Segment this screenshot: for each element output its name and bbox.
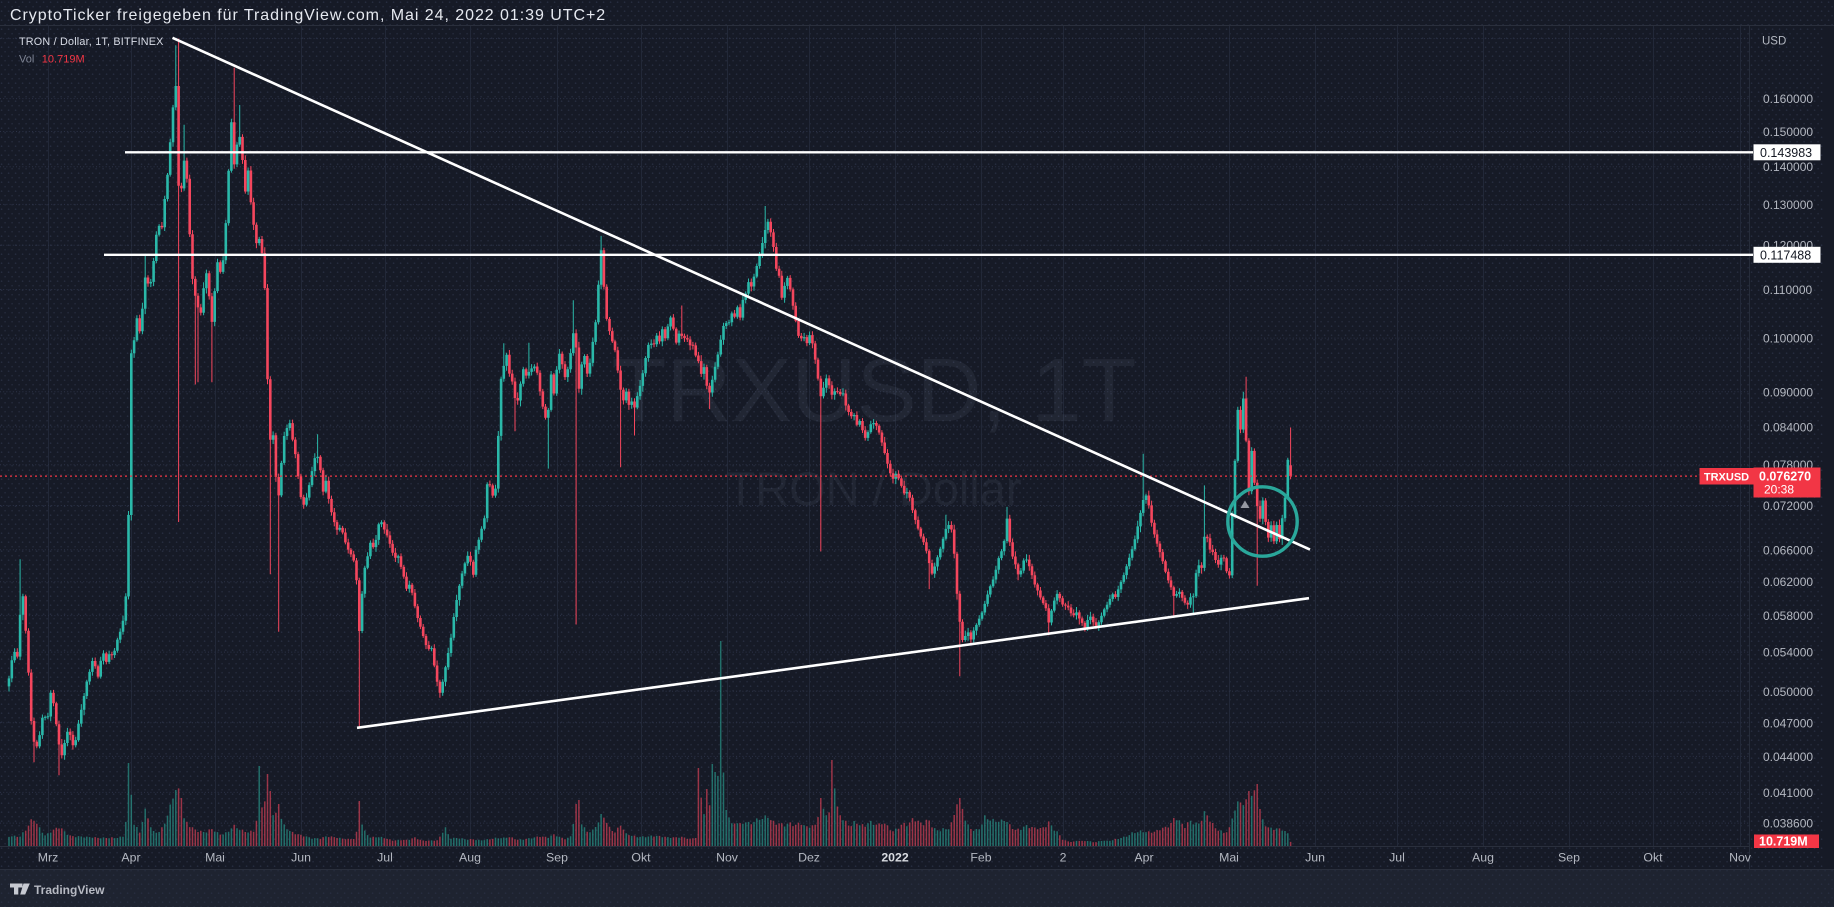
svg-text:2: 2 — [1060, 851, 1067, 865]
svg-text:Mai: Mai — [205, 851, 225, 865]
svg-text:0.058000: 0.058000 — [1763, 609, 1813, 623]
svg-text:0.150000: 0.150000 — [1763, 125, 1813, 139]
svg-text:Jun: Jun — [1305, 851, 1325, 865]
svg-text:Aug: Aug — [1472, 851, 1494, 865]
svg-text:TRXUSD: TRXUSD — [1704, 472, 1749, 484]
svg-text:Okt: Okt — [1643, 851, 1663, 865]
svg-text:Jun: Jun — [291, 851, 311, 865]
svg-text:0.143983: 0.143983 — [1760, 146, 1812, 160]
svg-text:10.719M: 10.719M — [42, 54, 85, 66]
svg-text:Nov: Nov — [716, 851, 739, 865]
svg-text:0.110000: 0.110000 — [1763, 283, 1812, 297]
svg-text:0.130000: 0.130000 — [1763, 198, 1813, 212]
svg-text:Aug: Aug — [459, 851, 481, 865]
svg-text:0.160000: 0.160000 — [1763, 92, 1813, 106]
svg-text:0.090000: 0.090000 — [1763, 385, 1813, 399]
svg-text:Vol: Vol — [19, 54, 34, 66]
svg-text:Mai: Mai — [1219, 851, 1239, 865]
svg-text:0.038600: 0.038600 — [1763, 817, 1813, 831]
svg-text:0.140000: 0.140000 — [1763, 160, 1813, 174]
svg-text:0.066000: 0.066000 — [1763, 543, 1813, 557]
svg-text:TradingView: TradingView — [34, 883, 105, 897]
svg-text:0.054000: 0.054000 — [1763, 646, 1813, 660]
svg-text:20:38: 20:38 — [1764, 483, 1794, 497]
svg-text:Sep: Sep — [546, 851, 568, 865]
svg-text:Dez: Dez — [798, 851, 820, 865]
svg-text:Sep: Sep — [1558, 851, 1580, 865]
svg-text:0.084000: 0.084000 — [1763, 420, 1813, 434]
svg-text:0.062000: 0.062000 — [1763, 575, 1813, 589]
svg-text:Feb: Feb — [970, 851, 991, 865]
svg-text:Okt: Okt — [631, 851, 651, 865]
svg-text:2022: 2022 — [881, 851, 909, 865]
svg-text:Nov: Nov — [1729, 851, 1752, 865]
svg-text:0.117488: 0.117488 — [1760, 248, 1811, 262]
svg-text:CryptoTicker freigegeben für T: CryptoTicker freigegeben für TradingView… — [10, 7, 606, 24]
svg-text:TRON / Dollar, 1T, BITFINEX: TRON / Dollar, 1T, BITFINEX — [19, 36, 164, 48]
svg-text:TRON / Dollar: TRON / Dollar — [726, 462, 1021, 515]
svg-text:Apr: Apr — [121, 851, 140, 865]
svg-text:0.041000: 0.041000 — [1763, 786, 1813, 800]
svg-text:Apr: Apr — [1134, 851, 1153, 865]
svg-text:Jul: Jul — [1389, 851, 1405, 865]
svg-text:USD: USD — [1762, 36, 1786, 48]
svg-text:10.719M: 10.719M — [1759, 835, 1808, 849]
svg-text:Jul: Jul — [377, 851, 393, 865]
svg-text:Mrz: Mrz — [38, 851, 59, 865]
svg-text:0.072000: 0.072000 — [1763, 499, 1813, 513]
svg-text:0.050000: 0.050000 — [1763, 685, 1813, 699]
svg-text:0.044000: 0.044000 — [1763, 750, 1813, 764]
svg-text:0.076270: 0.076270 — [1759, 470, 1811, 484]
svg-text:0.047000: 0.047000 — [1763, 716, 1813, 730]
svg-text:0.100000: 0.100000 — [1763, 332, 1813, 346]
